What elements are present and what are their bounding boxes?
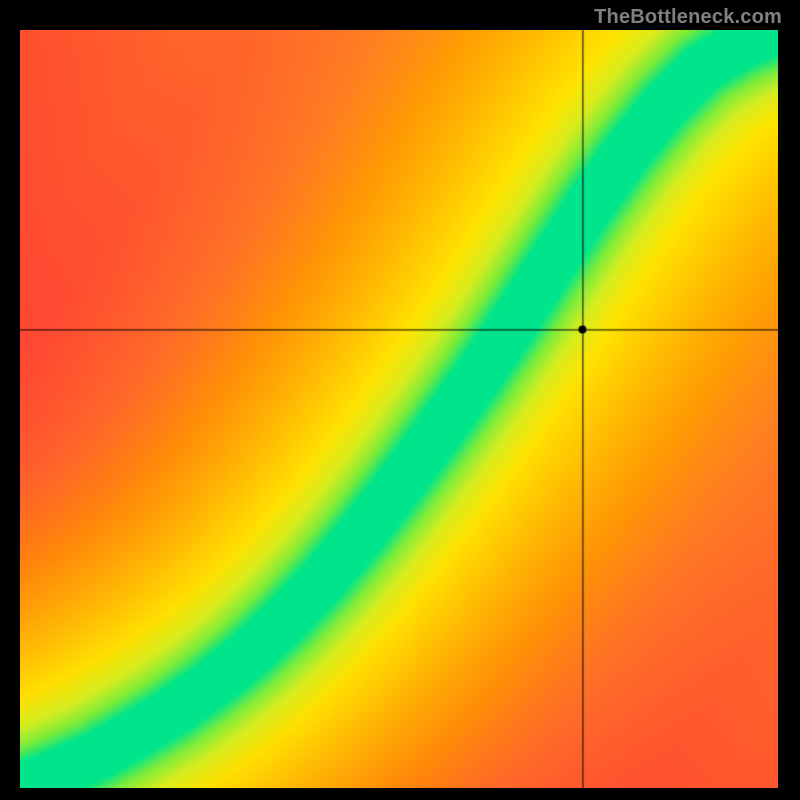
chart-container: TheBottleneck.com [0,0,800,800]
bottleneck-heatmap [20,30,778,788]
watermark-text: TheBottleneck.com [594,6,782,29]
